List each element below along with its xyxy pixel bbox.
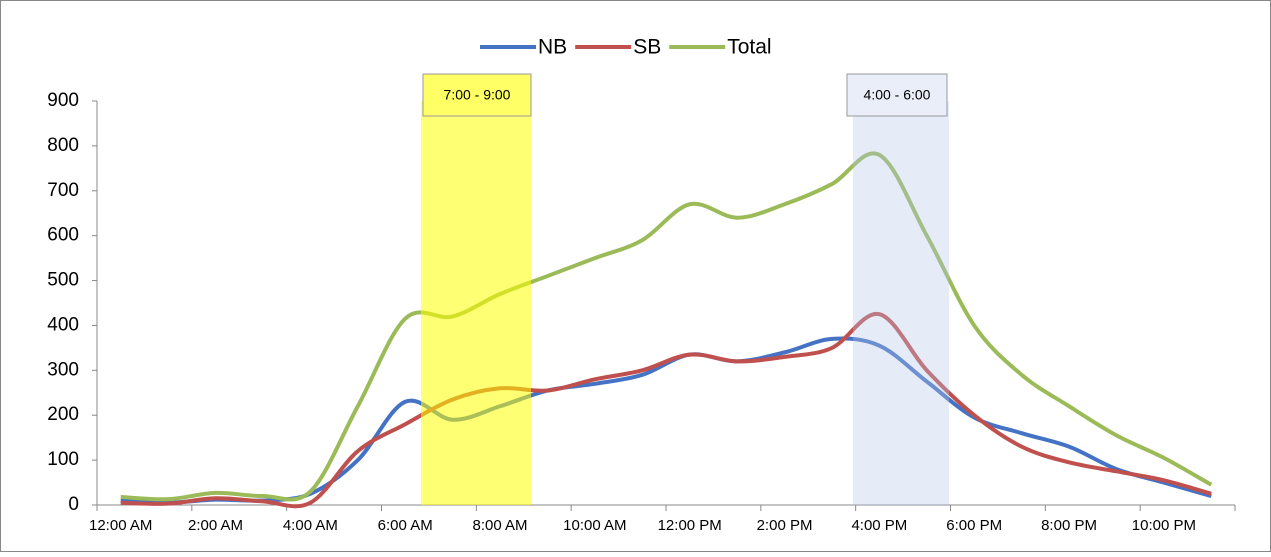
y-tick-label: 100 (47, 449, 79, 470)
legend-label: NB (538, 36, 567, 59)
y-tick-label: 500 (47, 270, 79, 291)
annotation-box (846, 73, 948, 117)
x-tick-label: 6:00 AM (378, 517, 433, 534)
data-line (120, 312, 1212, 509)
x-tick-label: 2:00 AM (188, 517, 243, 534)
y-tick-label: 400 (47, 314, 79, 335)
x-tick-label: 8:00 PM (1041, 517, 1097, 534)
highlight-band (421, 101, 531, 505)
annotation: 7:00 - 9:00 (444, 87, 511, 103)
y-tick-label: 800 (47, 135, 79, 156)
annotation-box (422, 73, 532, 117)
y-tick-label: 600 (47, 225, 79, 246)
highlight-band (853, 101, 949, 505)
x-tick-label: 10:00 PM (1132, 517, 1196, 534)
annotation: 4:00 - 6:00 (864, 87, 931, 103)
x-tick-label: 4:00 AM (283, 517, 338, 534)
x-tick-label: 12:00 PM (658, 517, 722, 534)
y-tick-label: 300 (47, 359, 79, 380)
y-tick-label: 0 (68, 494, 79, 515)
legend-label: Total (727, 36, 771, 59)
data-line (120, 151, 1213, 502)
x-tick-label: 4:00 PM (851, 517, 907, 534)
x-tick-label: 12:00 AM (89, 517, 152, 534)
x-tick-label: 8:00 AM (473, 517, 528, 534)
y-tick-label: 700 (47, 180, 79, 201)
legend-label: SB (633, 36, 661, 59)
y-tick-label: 200 (47, 404, 79, 425)
x-tick-label: 10:00 AM (563, 517, 626, 534)
y-tick-label: 900 (47, 90, 79, 111)
x-tick-label: 2:00 PM (757, 517, 813, 534)
x-tick-label: 6:00 PM (946, 517, 1002, 534)
